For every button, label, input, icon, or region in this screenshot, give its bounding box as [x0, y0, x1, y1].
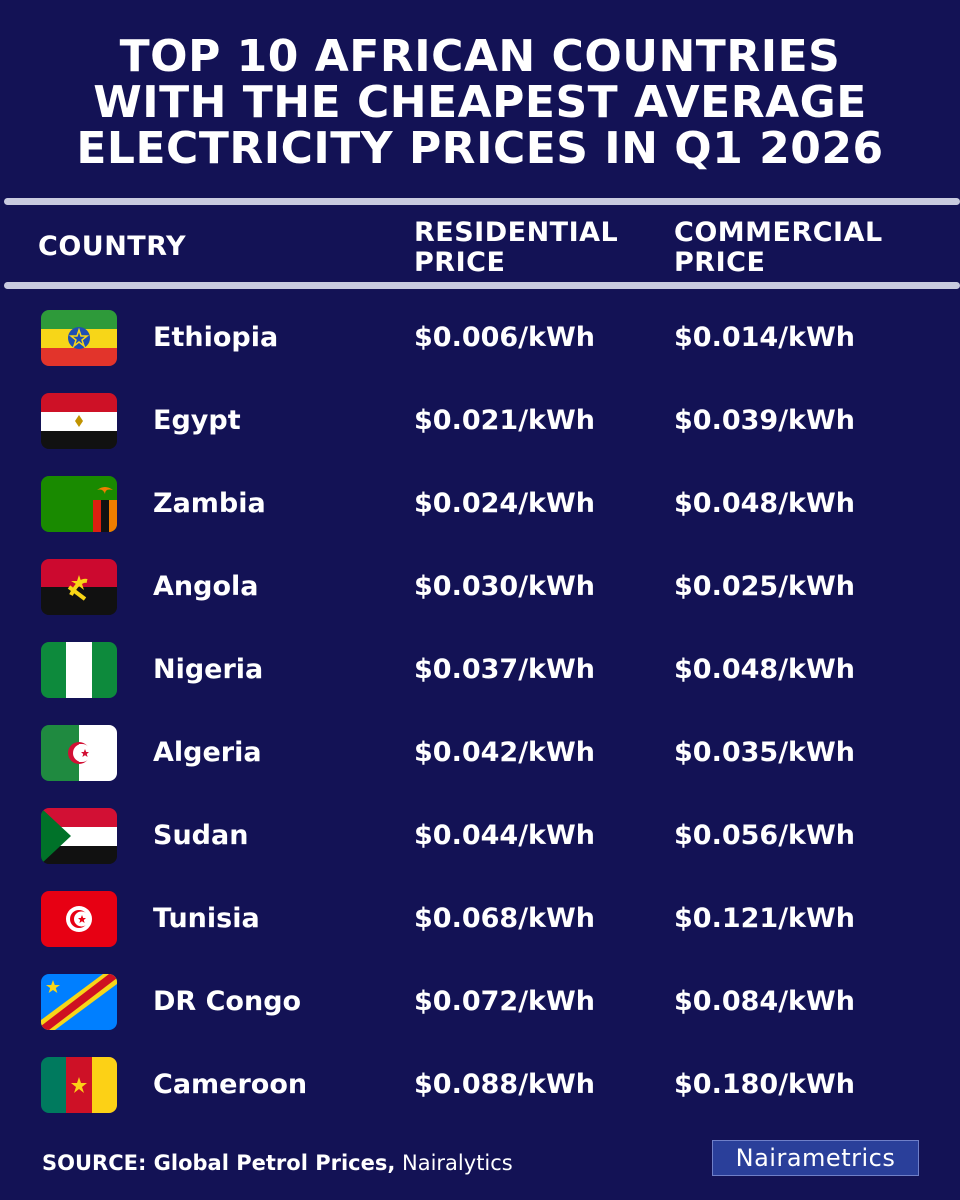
column-header-residential-line-2: PRICE	[414, 247, 506, 278]
nigeria-flag-icon	[41, 642, 117, 698]
commercial-price: $0.084/kWh	[674, 986, 856, 1017]
commercial-price: $0.048/kWh	[674, 654, 856, 685]
column-header-residential: RESIDENTIAL PRICE	[414, 218, 618, 278]
tunisia-flag-icon	[41, 891, 117, 947]
egypt-flag-icon	[41, 393, 117, 449]
country-name: DR Congo	[153, 986, 302, 1017]
cameroon-flag-icon	[41, 1057, 117, 1113]
residential-price: $0.068/kWh	[414, 903, 596, 934]
residential-price: $0.042/kWh	[414, 737, 596, 768]
table-row: Nigeria $0.037/kWh $0.048/kWh	[0, 640, 960, 700]
table-row: Sudan $0.044/kWh $0.056/kWh	[0, 806, 960, 866]
country-name: Zambia	[153, 488, 266, 519]
table-row: DR Congo $0.072/kWh $0.084/kWh	[0, 972, 960, 1032]
country-name: Angola	[153, 571, 259, 602]
title-line-3: ELECTRICITY PRICES IN Q1 2026	[76, 123, 884, 174]
commercial-price: $0.035/kWh	[674, 737, 856, 768]
column-header-commercial-line-2: PRICE	[674, 247, 766, 278]
country-name: Tunisia	[153, 903, 260, 934]
country-name: Algeria	[153, 737, 262, 768]
table-row: Cameroon $0.088/kWh $0.180/kWh	[0, 1055, 960, 1115]
commercial-price: $0.039/kWh	[674, 405, 856, 436]
header-bottom-divider	[4, 282, 960, 289]
column-header-country-label: COUNTRY	[38, 231, 187, 262]
country-name: Ethiopia	[153, 322, 279, 353]
source-label: SOURCE: Global Petrol Prices,	[42, 1151, 396, 1175]
ethiopia-flag-icon	[41, 310, 117, 366]
column-header-commercial: COMMERCIAL PRICE	[674, 218, 883, 278]
algeria-flag-icon	[41, 725, 117, 781]
source-note: SOURCE: Global Petrol Prices, Nairalytic…	[42, 1150, 513, 1176]
table-row: Egypt $0.021/kWh $0.039/kWh	[0, 391, 960, 451]
table-row: Ethiopia $0.006/kWh $0.014/kWh	[0, 308, 960, 368]
country-name: Nigeria	[153, 654, 264, 685]
page-title: TOP 10 AFRICAN COUNTRIES WITH THE CHEAPE…	[0, 34, 960, 172]
angola-flag-icon	[41, 559, 117, 615]
table-row: Tunisia $0.068/kWh $0.121/kWh	[0, 889, 960, 949]
title-line-2: WITH THE CHEAPEST AVERAGE	[93, 77, 867, 128]
residential-price: $0.021/kWh	[414, 405, 596, 436]
sudan-flag-icon	[41, 808, 117, 864]
commercial-price: $0.056/kWh	[674, 820, 856, 851]
table-row: Zambia $0.024/kWh $0.048/kWh	[0, 474, 960, 534]
residential-price: $0.088/kWh	[414, 1069, 596, 1100]
country-name: Sudan	[153, 820, 249, 851]
commercial-price: $0.048/kWh	[674, 488, 856, 519]
column-header-residential-line-1: RESIDENTIAL	[414, 217, 619, 248]
residential-price: $0.072/kWh	[414, 986, 596, 1017]
header-top-divider	[4, 198, 960, 205]
residential-price: $0.044/kWh	[414, 820, 596, 851]
table-row: Angola $0.030/kWh $0.025/kWh	[0, 557, 960, 617]
column-header-commercial-line-1: COMMERCIAL	[674, 217, 883, 248]
residential-price: $0.024/kWh	[414, 488, 596, 519]
residential-price: $0.006/kWh	[414, 322, 596, 353]
country-name: Egypt	[153, 405, 241, 436]
nairametrics-logo: Nairametrics	[712, 1140, 919, 1176]
commercial-price: $0.180/kWh	[674, 1069, 856, 1100]
dr-congo-flag-icon	[41, 974, 117, 1030]
country-name: Cameroon	[153, 1069, 308, 1100]
source-extra: Nairalytics	[402, 1151, 513, 1175]
table-row: Algeria $0.042/kWh $0.035/kWh	[0, 723, 960, 783]
commercial-price: $0.014/kWh	[674, 322, 856, 353]
residential-price: $0.037/kWh	[414, 654, 596, 685]
commercial-price: $0.121/kWh	[674, 903, 856, 934]
title-line-1: TOP 10 AFRICAN COUNTRIES	[119, 31, 841, 82]
zambia-flag-icon	[41, 476, 117, 532]
residential-price: $0.030/kWh	[414, 571, 596, 602]
commercial-price: $0.025/kWh	[674, 571, 856, 602]
column-header-country: COUNTRY	[38, 232, 186, 262]
